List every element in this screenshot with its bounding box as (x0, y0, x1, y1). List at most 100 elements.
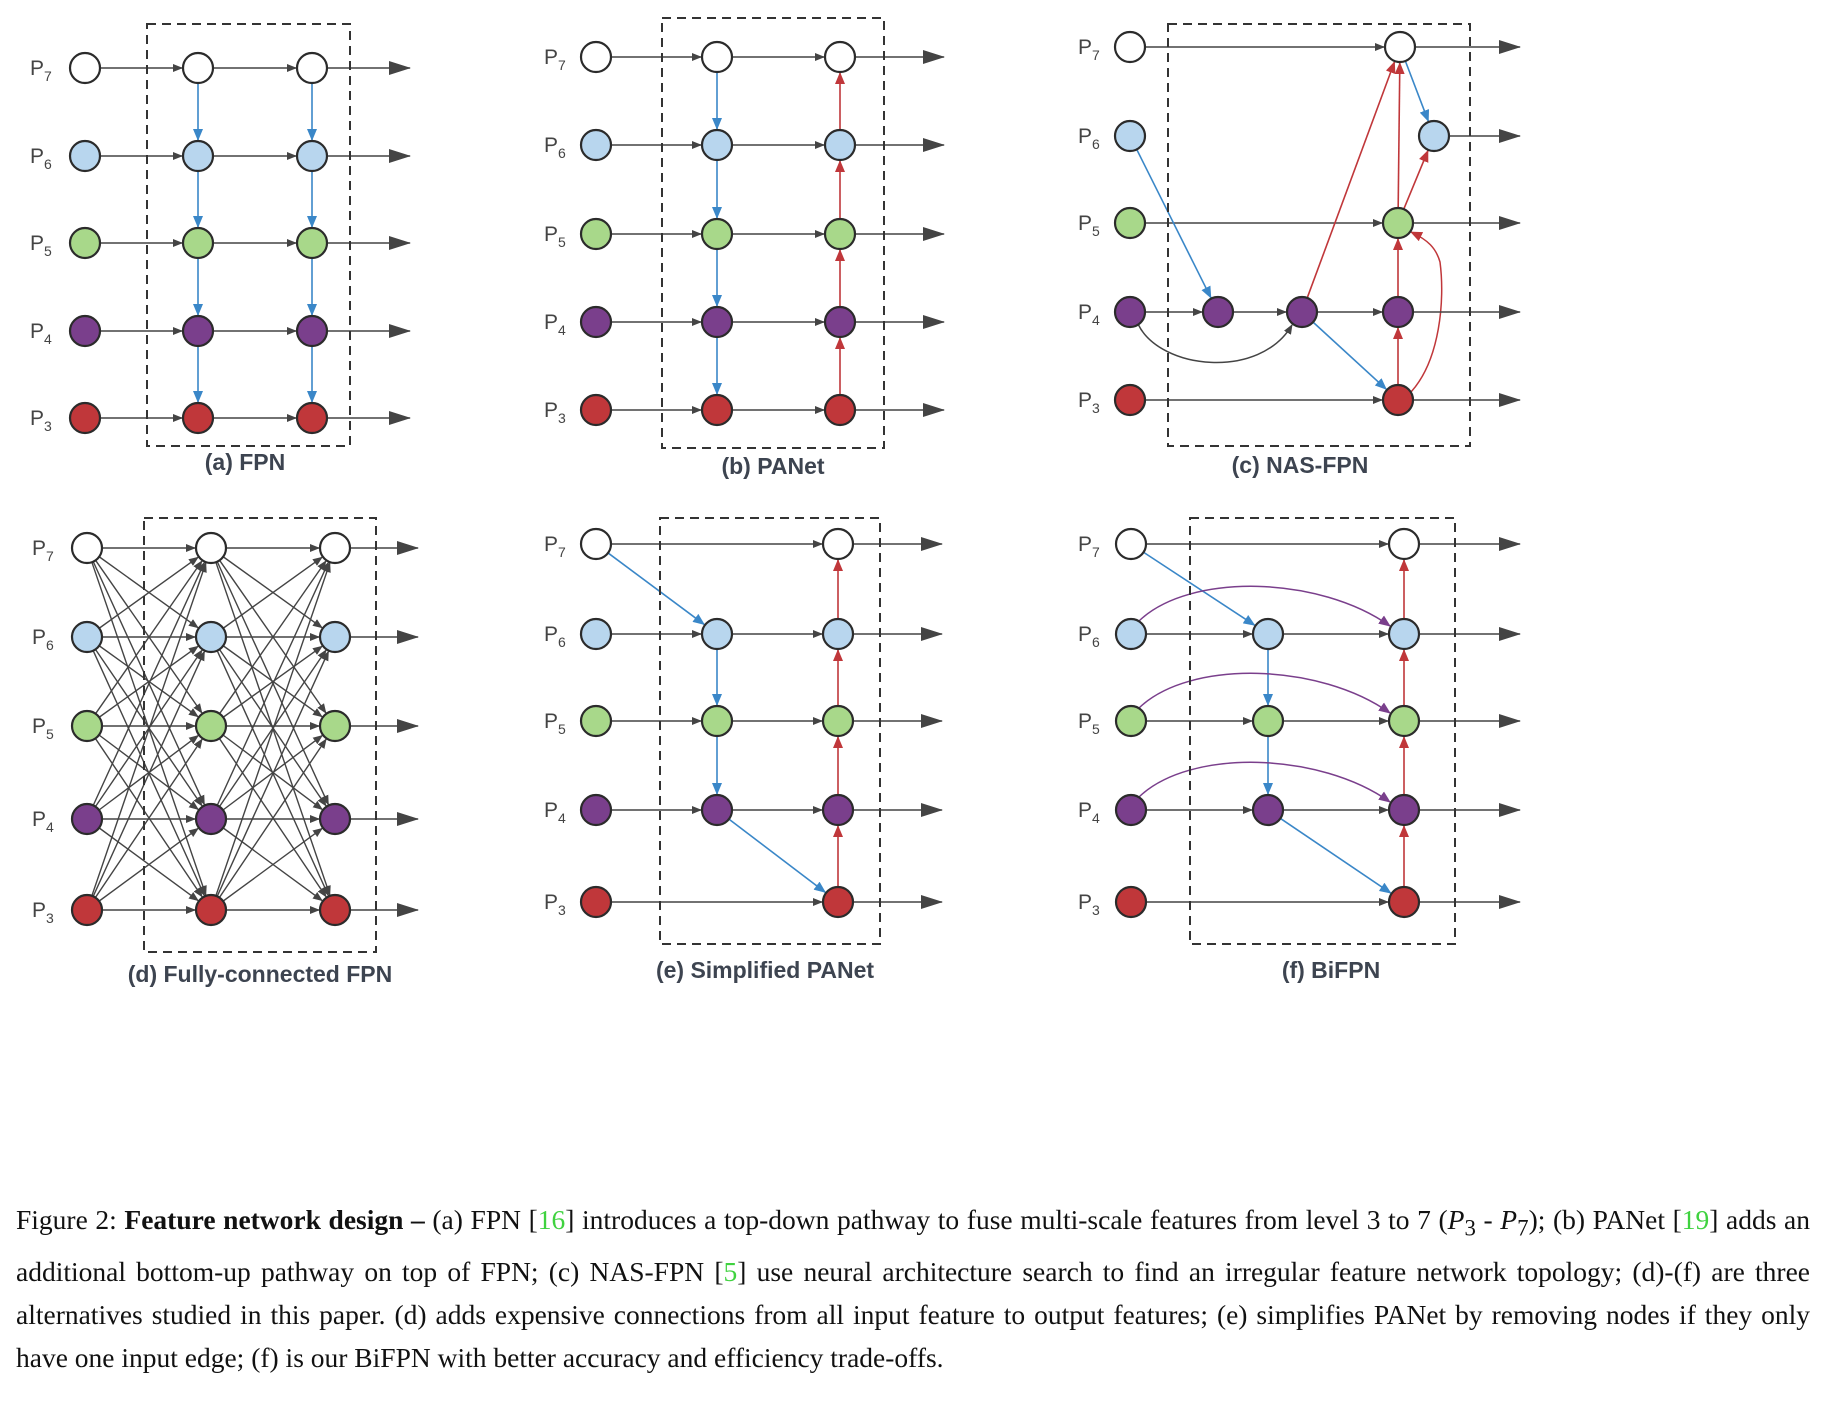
input-node-d (70, 531, 104, 565)
figure-caption: Figure 2: Feature network design – (a) F… (16, 1198, 1810, 1379)
full-edge (91, 562, 207, 897)
full-edge (222, 645, 323, 718)
level-label-c-1: P6 (1078, 125, 1100, 152)
full-edge (98, 645, 199, 718)
intermediate-node (1251, 704, 1285, 738)
fpn-node (295, 401, 329, 435)
citation-link[interactable]: 5 (723, 1255, 738, 1287)
top-down-edge (1143, 551, 1256, 626)
panel-label-b: (b) PANet (721, 453, 824, 479)
input-node-a (68, 139, 102, 173)
fpn-node (181, 51, 215, 85)
fpn-node (295, 51, 329, 85)
output-node (1387, 704, 1421, 738)
fc-node (194, 802, 228, 836)
panel-label-d: (d) Fully-connected FPN (128, 961, 393, 987)
fc-node (194, 709, 228, 743)
panel-box-e (659, 517, 881, 945)
level-label-f-4: P3 (1078, 891, 1100, 918)
full-edge (94, 560, 203, 715)
top-down-edge (1312, 321, 1387, 390)
fc-node (318, 802, 352, 836)
level-label-c-4: P3 (1078, 389, 1100, 416)
input-node-b (579, 128, 613, 162)
nas-output-node (1417, 119, 1451, 153)
caption-text: ] introduces a top-down pathway to fuse … (565, 1204, 1448, 1235)
intermediate-node (700, 704, 734, 738)
input-node-c (1113, 119, 1147, 153)
caption-text: ); (b) PANet [ (1528, 1204, 1682, 1235)
input-node-c (1113, 383, 1147, 417)
level-label-d-1: P6 (32, 626, 54, 653)
fpn-node (181, 139, 215, 173)
caption-text: ] use neural architecture search to find… (16, 1255, 1810, 1373)
level-label-f-2: P5 (1078, 710, 1100, 737)
top-down-node (700, 217, 734, 251)
input-node-e (579, 617, 613, 651)
full-edge (222, 556, 323, 629)
panel-box-d (143, 517, 377, 953)
citation-link[interactable]: 19 (1681, 1204, 1710, 1235)
input-node-a (68, 226, 102, 260)
level-label-a-1: P6 (30, 145, 52, 172)
output-node (821, 704, 855, 738)
level-label-e-2: P5 (544, 710, 566, 737)
intermediate-node (1251, 793, 1285, 827)
output-node (1387, 617, 1421, 651)
top-down-node (700, 128, 734, 162)
caption-text: (a) FPN [ (432, 1204, 538, 1235)
level-label-d-0: P7 (32, 537, 54, 564)
fc-node (318, 709, 352, 743)
top-down-edge (1135, 149, 1212, 299)
caption-title: Feature network design – (124, 1204, 433, 1235)
full-edge (216, 561, 329, 806)
bottom-up-node (823, 393, 857, 427)
panel-label-a: (a) FPN (205, 449, 286, 475)
level-label-d-4: P3 (32, 899, 54, 926)
caption-text: - (1475, 1204, 1501, 1235)
input-node-e (579, 793, 613, 827)
bottom-up-edge (1394, 61, 1405, 209)
nas-output-node (1381, 206, 1415, 240)
input-node-f (1114, 617, 1148, 651)
level-label-f-1: P6 (1078, 623, 1100, 650)
fc-node (194, 893, 228, 927)
input-node-a (68, 51, 102, 85)
level-label-e-1: P6 (544, 623, 566, 650)
input-node-a (68, 314, 102, 348)
input-node-c (1113, 206, 1147, 240)
input-node-e (579, 704, 613, 738)
fpn-node (295, 314, 329, 348)
nas-output-node (1381, 383, 1415, 417)
input-node-f (1114, 793, 1148, 827)
output-node (821, 527, 855, 561)
input-node-a (68, 401, 102, 435)
skip-edge (1138, 672, 1391, 714)
nas-node (1201, 295, 1235, 329)
level-label-e-0: P7 (544, 533, 566, 560)
intermediate-node (1251, 617, 1285, 651)
intermediate-node (700, 793, 734, 827)
full-edge (222, 827, 323, 902)
bottom-up-curve (1410, 231, 1443, 393)
caption-prefix: Figure 2: (16, 1204, 125, 1235)
bottom-up-node (823, 217, 857, 251)
input-node-f (1114, 704, 1148, 738)
skip-edge (1138, 585, 1391, 627)
bottom-up-node (823, 40, 857, 74)
input-node-c (1113, 30, 1147, 64)
nas-output-node (1383, 30, 1417, 64)
bottom-up-edge (1306, 61, 1396, 299)
top-down-edge (1279, 817, 1392, 894)
level-label-b-4: P3 (544, 399, 566, 426)
curved-edge (1137, 323, 1293, 364)
level-label-e-3: P4 (544, 799, 566, 826)
full-edge (216, 650, 330, 897)
citation-link[interactable]: 16 (537, 1204, 566, 1235)
level-label-b-0: P7 (544, 46, 566, 73)
level-label-d-3: P4 (32, 808, 54, 835)
level-label-b-2: P5 (544, 223, 566, 250)
level-label-d-2: P5 (32, 715, 54, 742)
input-node-e (579, 527, 613, 561)
input-node-b (579, 40, 613, 74)
